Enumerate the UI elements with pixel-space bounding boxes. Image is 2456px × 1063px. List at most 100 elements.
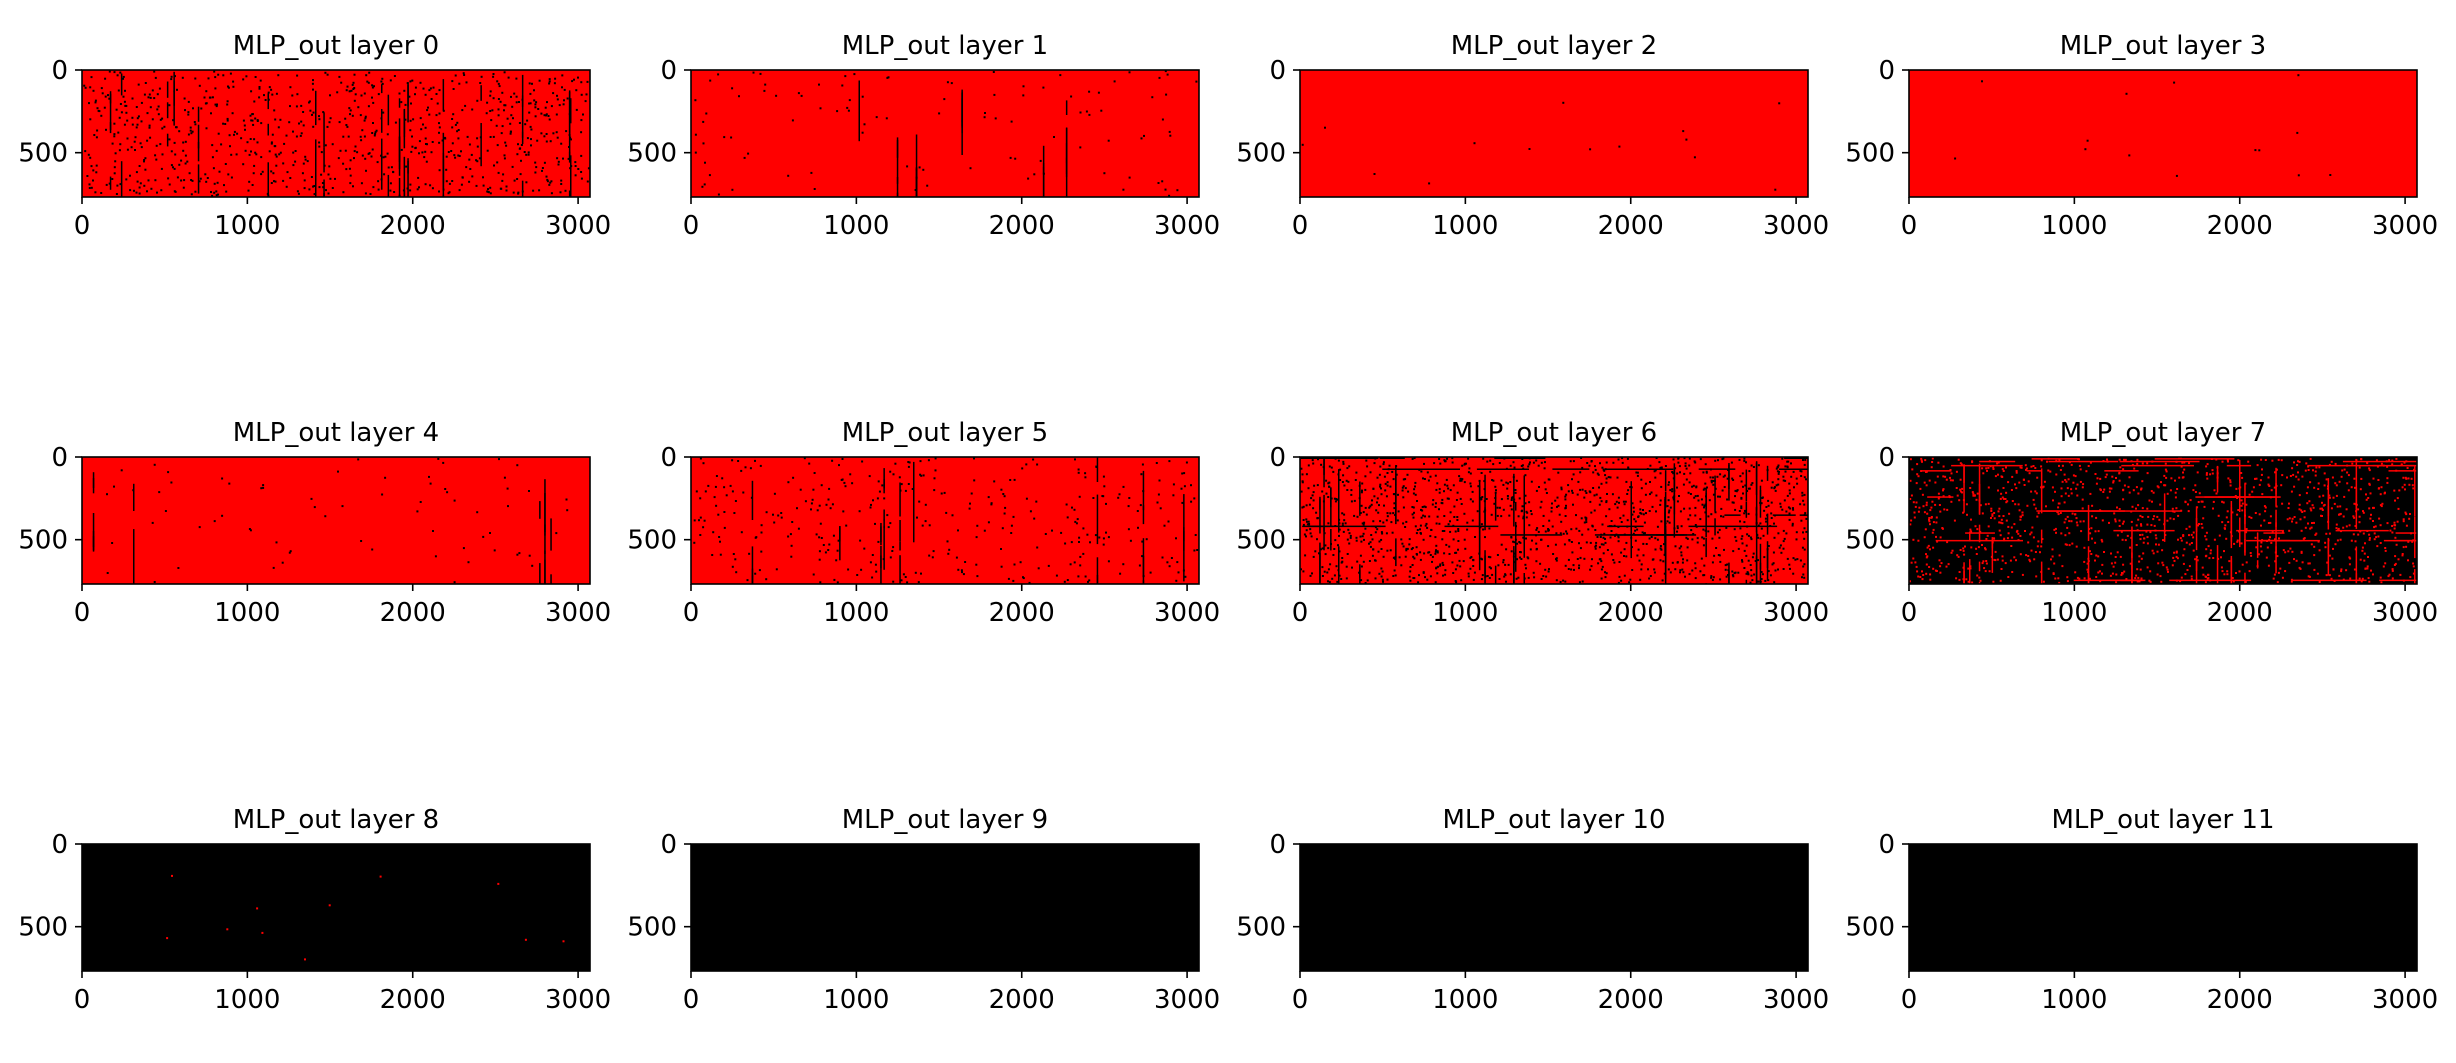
heatmap-cell bbox=[1926, 555, 1929, 558]
heatmap-cell bbox=[2165, 566, 2168, 569]
heatmap-cell bbox=[294, 150, 297, 152]
heatmap-cell bbox=[1312, 507, 1315, 510]
heatmap-cell bbox=[281, 561, 284, 564]
heatmap-cell bbox=[2274, 551, 2277, 554]
heatmap-cell bbox=[1658, 461, 1661, 464]
heatmap-cell bbox=[556, 98, 559, 101]
heatmap-cell bbox=[1949, 479, 1952, 482]
heatmap-cell bbox=[1927, 544, 1930, 547]
heatmap-cell bbox=[277, 74, 280, 77]
heatmap-cell bbox=[1639, 512, 1642, 514]
heatmap-cell bbox=[302, 162, 305, 165]
heatmap-cell bbox=[931, 556, 934, 559]
heatmap-cell bbox=[1411, 513, 1414, 516]
heatmap-cell bbox=[1013, 563, 1016, 566]
heatmap-cell bbox=[193, 121, 196, 123]
heatmap-cell bbox=[504, 104, 507, 107]
heatmap-cell bbox=[2101, 572, 2103, 575]
heatmap-cell bbox=[1515, 501, 1517, 511]
x-tick-label: 3000 bbox=[545, 985, 611, 1015]
heatmap-cell bbox=[492, 97, 495, 100]
heatmap-cell bbox=[306, 160, 309, 163]
heatmap-cell bbox=[364, 115, 367, 118]
heatmap-cell bbox=[2149, 570, 2152, 573]
heatmap-cell bbox=[2261, 468, 2263, 471]
heatmap-cell bbox=[116, 184, 119, 187]
heatmap-cell bbox=[418, 186, 420, 189]
heatmap-cell bbox=[1540, 461, 1543, 464]
heatmap-cell bbox=[1359, 512, 1362, 514]
heatmap-cell bbox=[2157, 543, 2160, 546]
heatmap-cell bbox=[2249, 552, 2252, 554]
heatmap-cell bbox=[2301, 475, 2304, 478]
heatmap-cell bbox=[1744, 484, 1747, 487]
heatmap-cell bbox=[1151, 96, 1154, 99]
heatmap-cell bbox=[1625, 541, 1628, 544]
heatmap-cell bbox=[1747, 534, 1750, 537]
heatmap-cell bbox=[311, 113, 313, 116]
heatmap-cell bbox=[1459, 477, 1462, 480]
heatmap-cell bbox=[1336, 498, 1339, 501]
heatmap-cell bbox=[1679, 571, 1681, 574]
heatmap-cell bbox=[1327, 547, 1330, 550]
heatmap-cell bbox=[2241, 509, 2244, 512]
heatmap-cell bbox=[1678, 495, 1680, 497]
heatmap-cell bbox=[1334, 457, 1337, 460]
heatmap-cell bbox=[2263, 532, 2285, 534]
heatmap-cell bbox=[548, 118, 551, 121]
heatmap-cell bbox=[2171, 564, 2174, 567]
heatmap-cell bbox=[360, 182, 363, 185]
heatmap-cell bbox=[2025, 554, 2028, 557]
heatmap-cell bbox=[1095, 465, 1098, 468]
heatmap-cell bbox=[114, 160, 117, 163]
heatmap-cell bbox=[1757, 524, 1760, 527]
heatmap-cell bbox=[226, 119, 229, 122]
heatmap-cell bbox=[813, 472, 816, 474]
panel-title: MLP_out layer 3 bbox=[2060, 31, 2266, 61]
heatmap-cell bbox=[1183, 494, 1185, 542]
heatmap-cell bbox=[1094, 534, 1097, 537]
heatmap-cell bbox=[184, 109, 186, 112]
heatmap-cell bbox=[2244, 572, 2246, 584]
heatmap-cell bbox=[1663, 543, 1665, 546]
heatmap-cell bbox=[2313, 545, 2316, 548]
heatmap-cell bbox=[1022, 94, 1025, 97]
heatmap-cell bbox=[2317, 540, 2320, 543]
heatmap-cell bbox=[2041, 538, 2044, 540]
heatmap-cell bbox=[2132, 489, 2135, 492]
heatmap-cell bbox=[295, 135, 298, 138]
heatmap-cell bbox=[2248, 515, 2251, 518]
heatmap-cell bbox=[1618, 145, 1621, 148]
heatmap-cell bbox=[131, 97, 134, 100]
heatmap-cell bbox=[1340, 561, 1343, 564]
heatmap-cell bbox=[1559, 581, 1562, 583]
heatmap-cell bbox=[1747, 512, 1750, 515]
heatmap-cell bbox=[383, 173, 386, 176]
heatmap-cell bbox=[2333, 502, 2336, 505]
heatmap-cell bbox=[2149, 580, 2152, 583]
heatmap-cell bbox=[2155, 537, 2158, 540]
heatmap-cell bbox=[849, 473, 852, 476]
heatmap-cell bbox=[861, 131, 864, 134]
heatmap-cell bbox=[2103, 551, 2105, 553]
heatmap-cell bbox=[2327, 478, 2330, 517]
heatmap-cell bbox=[2064, 518, 2067, 521]
y-tick-label: 0 bbox=[51, 56, 68, 86]
heatmap-cell bbox=[2313, 568, 2316, 571]
heatmap-cell bbox=[1766, 465, 1769, 481]
heatmap-cell bbox=[933, 489, 936, 492]
heatmap-cell bbox=[1772, 562, 1775, 565]
heatmap-cell bbox=[1532, 571, 1535, 574]
heatmap-cell bbox=[2395, 543, 2398, 546]
heatmap-cell bbox=[405, 165, 408, 168]
heatmap-cell bbox=[372, 186, 375, 189]
heatmap-cell bbox=[2379, 524, 2382, 527]
panel-title: MLP_out layer 2 bbox=[1451, 31, 1657, 61]
heatmap-cell bbox=[928, 524, 931, 527]
heatmap-cell bbox=[765, 578, 768, 581]
heatmap-cell bbox=[468, 180, 471, 183]
heatmap-cell bbox=[1627, 467, 1630, 470]
heatmap-cell bbox=[1473, 142, 1476, 145]
heatmap-cell bbox=[2310, 509, 2313, 512]
